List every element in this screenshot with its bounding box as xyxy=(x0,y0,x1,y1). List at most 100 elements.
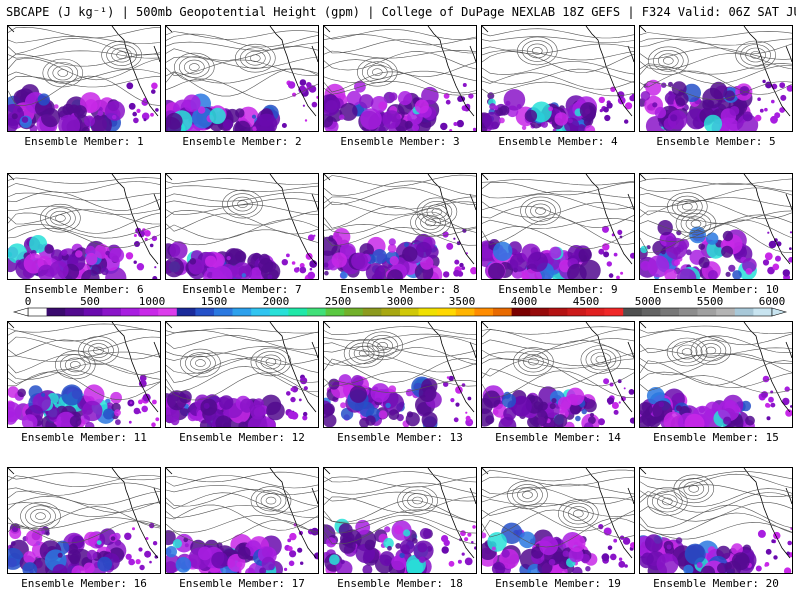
colorbar-tick-label: 2000 xyxy=(262,295,290,308)
coastline xyxy=(640,468,792,559)
ensemble-member-label: Ensemble Member: 19 xyxy=(495,577,621,590)
ensemble-member-panel xyxy=(165,173,319,280)
ensemble-member-panel xyxy=(639,25,793,132)
colorbar-segment xyxy=(418,308,438,316)
coastline xyxy=(482,26,634,117)
height-contours xyxy=(8,472,160,544)
colorbar-segment xyxy=(530,308,550,316)
height-contours xyxy=(166,178,318,246)
ensemble-member-panel xyxy=(7,25,161,132)
cape-height-map xyxy=(324,468,476,573)
colorbar-segment xyxy=(325,308,345,316)
coastline xyxy=(166,174,318,265)
colorbar-tick-label: 2500 xyxy=(324,295,352,308)
ensemble-member-label: Ensemble Member: 7 xyxy=(182,283,302,296)
cape-height-map xyxy=(640,26,792,131)
colorbar-tick-label: 6000 xyxy=(758,295,786,308)
ensemble-member-panel xyxy=(165,467,319,574)
cape-height-map xyxy=(324,322,476,427)
coastline xyxy=(640,322,792,413)
colorbar-segment xyxy=(623,308,643,316)
colorbar-segment xyxy=(437,308,457,316)
colorbar-segment xyxy=(381,308,401,316)
colorbar-segment xyxy=(400,308,419,316)
height-contours xyxy=(8,26,160,106)
colorbar-tick-label: 5000 xyxy=(634,295,662,308)
colorbar-segment xyxy=(232,308,252,316)
ensemble-member-panel xyxy=(165,321,319,428)
ensemble-member-label: Ensemble Member: 8 xyxy=(340,283,460,296)
cape-shading xyxy=(482,522,634,573)
ensemble-member-label: Ensemble Member: 1 xyxy=(24,135,144,148)
coastline xyxy=(324,26,476,117)
cape-height-map xyxy=(166,322,318,427)
ensemble-member-panel xyxy=(481,321,635,428)
ensemble-member-label: Ensemble Member: 15 xyxy=(653,431,779,444)
ensemble-member-panel xyxy=(323,467,477,574)
height-contours xyxy=(8,323,160,401)
colorbar-segment xyxy=(83,308,103,316)
ensemble-member-panel xyxy=(481,25,635,132)
height-contours xyxy=(482,179,634,250)
cape-height-map xyxy=(640,468,792,573)
colorbar-tick-label: 4000 xyxy=(510,295,538,308)
colorbar-segment xyxy=(139,308,159,316)
ensemble-member-panel xyxy=(323,173,477,280)
ensemble-member-label: Ensemble Member: 5 xyxy=(656,135,776,148)
cape-shading xyxy=(640,527,792,573)
cape-height-map xyxy=(166,26,318,131)
ensemble-member-panel xyxy=(7,467,161,574)
ensemble-member-label: Ensemble Member: 17 xyxy=(179,577,305,590)
colorbar-segment xyxy=(641,308,661,316)
colorbar-segment xyxy=(493,308,512,316)
cape-shading xyxy=(324,518,476,573)
colorbar-segment xyxy=(158,308,178,316)
ensemble-member-panel xyxy=(165,25,319,132)
ensemble-member-label: Ensemble Member: 2 xyxy=(182,135,302,148)
coastline xyxy=(324,322,476,413)
colorbar-tick-label: 0 xyxy=(24,295,32,308)
cape-height-map xyxy=(166,468,318,573)
colorbar-segment xyxy=(548,308,568,316)
cape-shading xyxy=(324,228,476,279)
height-contours xyxy=(324,326,476,394)
ensemble-member-label: Ensemble Member: 11 xyxy=(21,431,147,444)
coastline xyxy=(482,468,634,559)
ensemble-member-panel xyxy=(639,321,793,428)
colorbar-segment xyxy=(28,308,47,316)
colorbar-segment xyxy=(344,308,364,316)
height-contours xyxy=(324,471,476,545)
colorbar-segment xyxy=(65,308,85,316)
colorbar-segment xyxy=(121,308,140,316)
coastline xyxy=(166,322,318,413)
height-contours xyxy=(8,177,160,249)
height-contours xyxy=(166,30,318,102)
height-contours xyxy=(166,471,318,545)
colorbar-segment xyxy=(46,308,66,316)
colorbar-segment xyxy=(307,308,326,316)
cape-shading xyxy=(482,378,634,427)
cape-height-map xyxy=(324,174,476,279)
ensemble-member-panel xyxy=(7,321,161,428)
height-contours xyxy=(482,469,634,548)
coastline xyxy=(640,26,792,117)
colorbar-segment xyxy=(474,308,494,316)
colorbar-segment xyxy=(753,308,773,316)
ensemble-member-label: Ensemble Member: 6 xyxy=(24,283,144,296)
sbcape-colorbar xyxy=(12,307,788,317)
colorbar-segment xyxy=(567,308,587,316)
height-contours xyxy=(324,174,476,246)
colorbar-segment xyxy=(697,308,717,316)
cape-height-map xyxy=(166,174,318,279)
colorbar-segment xyxy=(214,308,233,316)
colorbar-segment xyxy=(604,308,624,316)
colorbar-segment xyxy=(176,308,196,316)
cape-shading xyxy=(482,86,634,131)
coastline xyxy=(482,322,634,413)
ensemble-member-panel xyxy=(481,467,635,574)
cape-height-map xyxy=(482,26,634,131)
cape-shading xyxy=(482,225,634,279)
height-contours xyxy=(640,31,792,100)
cape-height-map xyxy=(482,322,634,427)
